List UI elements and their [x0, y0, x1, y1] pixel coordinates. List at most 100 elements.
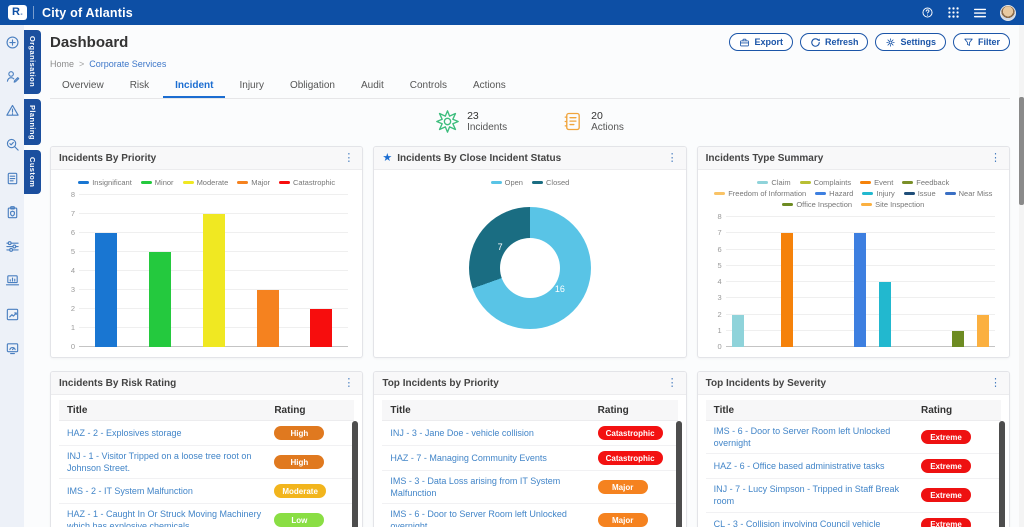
- legend-label: Closed: [546, 178, 569, 187]
- incident-link[interactable]: HAZ - 2 - Explosives storage: [67, 427, 274, 439]
- kebab-menu-icon[interactable]: ⋮: [667, 153, 678, 164]
- legend-swatch: [714, 192, 725, 195]
- trend-icon[interactable]: [5, 307, 20, 322]
- monitor-gauge-icon[interactable]: [5, 341, 20, 356]
- help-icon[interactable]: [921, 6, 934, 19]
- tab-incident[interactable]: Incident: [163, 77, 225, 98]
- incident-link[interactable]: INJ - 1 - Visitor Tripped on a loose tre…: [67, 450, 274, 474]
- table-row: CL - 3 - Collision involving Council veh…: [706, 513, 1001, 527]
- user-edit-icon[interactable]: [5, 69, 20, 84]
- rating-cell: Catastrophic: [598, 426, 670, 440]
- incident-link[interactable]: HAZ - 6 - Office based administrative ta…: [714, 460, 921, 472]
- table-scrollbar-thumb[interactable]: [999, 421, 1005, 527]
- incidents-burst-icon: [436, 110, 459, 133]
- kebab-menu-icon[interactable]: ⋮: [990, 153, 1001, 164]
- export-button[interactable]: Export: [729, 33, 793, 51]
- tab-actions[interactable]: Actions: [461, 77, 518, 98]
- star-icon[interactable]: ★: [382, 153, 392, 164]
- rating-cell: Extreme: [921, 430, 993, 444]
- tab-overview[interactable]: Overview: [50, 77, 116, 98]
- tab-risk[interactable]: Risk: [118, 77, 161, 98]
- bar-site-inspection: [977, 315, 989, 348]
- search-check-icon[interactable]: [5, 137, 20, 152]
- table-scrollbar-thumb[interactable]: [352, 421, 358, 527]
- incident-link[interactable]: IMS - 3 - Data Loss arising from IT Syst…: [390, 475, 597, 499]
- tab-obligation[interactable]: Obligation: [278, 77, 347, 98]
- tab-injury[interactable]: Injury: [227, 77, 275, 98]
- page-scrollbar-thumb[interactable]: [1019, 97, 1024, 205]
- filter-button[interactable]: Filter: [953, 33, 1010, 51]
- kebab-menu-icon[interactable]: ⋮: [343, 378, 354, 389]
- page-header: Dashboard ExportRefreshSettingsFilter: [50, 25, 1010, 53]
- kebab-menu-icon[interactable]: ⋮: [343, 153, 354, 164]
- table-rows: HAZ - 2 - Explosives storage HighINJ - 1…: [59, 421, 354, 527]
- bar-plot: 012345678: [726, 217, 995, 347]
- table-row: IMS - 6 - Door to Server Room left Unloc…: [706, 421, 1001, 454]
- legend-swatch: [904, 192, 915, 195]
- menu-icon[interactable]: [973, 7, 987, 19]
- sidebar-tab-planning[interactable]: Planning: [24, 99, 41, 145]
- chart-legend: Open Closed: [384, 176, 675, 187]
- incident-link[interactable]: IMS - 6 - Door to Server Room left Unloc…: [390, 508, 597, 527]
- breadcrumb-current[interactable]: Corporate Services: [89, 59, 166, 69]
- table-row: HAZ - 1 - Caught In Or Struck Moving Mac…: [59, 504, 354, 527]
- tables-row: Incidents By Risk Rating⋮Title RatingHAZ…: [50, 371, 1010, 527]
- legend-item: Insignificant: [78, 178, 132, 187]
- incident-link[interactable]: HAZ - 7 - Managing Community Events: [390, 452, 597, 464]
- table-scrollbar-thumb[interactable]: [676, 421, 682, 527]
- page-scrollbar: [1019, 25, 1024, 527]
- laptop-chart-icon[interactable]: [5, 273, 20, 288]
- sliders-icon[interactable]: [5, 239, 20, 254]
- bar-slot: [294, 195, 348, 347]
- table-card-header: Incidents By Risk Rating⋮: [51, 372, 362, 395]
- app-logo[interactable]: R.: [8, 5, 27, 20]
- breadcrumb-home[interactable]: Home: [50, 59, 74, 69]
- actions-note-icon: [562, 111, 583, 132]
- bar-slot: [726, 217, 750, 347]
- incident-link[interactable]: HAZ - 1 - Caught In Or Struck Moving Mac…: [67, 508, 274, 527]
- avatar[interactable]: [1000, 5, 1016, 21]
- legend-label: Near Miss: [959, 189, 993, 198]
- warning-icon[interactable]: [5, 103, 20, 118]
- settings-button[interactable]: Settings: [875, 33, 946, 51]
- incident-link[interactable]: IMS - 6 - Door to Server Room left Unloc…: [714, 425, 921, 449]
- kebab-menu-icon[interactable]: ⋮: [667, 378, 678, 389]
- incident-link[interactable]: INJ - 3 - Jane Doe - vehicle collision: [390, 427, 597, 439]
- incident-link[interactable]: CL - 3 - Collision involving Council veh…: [714, 518, 921, 527]
- chart-card-header: Incidents By Priority⋮: [51, 147, 362, 170]
- legend-item: Closed: [532, 178, 569, 187]
- plus-circle-icon[interactable]: [5, 35, 20, 50]
- table-row: INJ - 7 - Lucy Simpson - Tripped in Staf…: [706, 479, 1001, 512]
- legend-swatch: [757, 181, 768, 184]
- bar-event: [781, 233, 793, 347]
- donut-wrap: 167: [384, 187, 675, 349]
- button-label: Refresh: [825, 37, 859, 47]
- tab-controls[interactable]: Controls: [398, 77, 459, 98]
- table-row: IMS - 2 - IT System Malfunction Moderate: [59, 479, 354, 504]
- y-axis-tick: 1: [65, 323, 75, 332]
- document-icon[interactable]: [5, 171, 20, 186]
- incident-link[interactable]: INJ - 7 - Lucy Simpson - Tripped in Staf…: [714, 483, 921, 507]
- clipboard-shield-icon[interactable]: [5, 205, 20, 220]
- tab-audit[interactable]: Audit: [349, 77, 396, 98]
- divider: [33, 6, 34, 19]
- legend-label: Hazard: [829, 189, 853, 198]
- sidebar-tab-custom[interactable]: Custom: [24, 150, 41, 194]
- column-header-title: Title: [714, 405, 921, 416]
- legend-swatch: [902, 181, 913, 184]
- main-area: Dashboard ExportRefreshSettingsFilter Ho…: [41, 25, 1024, 527]
- incident-link[interactable]: IMS - 2 - IT System Malfunction: [67, 485, 274, 497]
- column-header-title: Title: [67, 405, 274, 416]
- icon-rail: [0, 25, 24, 527]
- bars: [726, 217, 995, 347]
- sidebar-tab-organisation[interactable]: Organisation: [24, 30, 41, 94]
- kebab-menu-icon[interactable]: ⋮: [990, 378, 1001, 389]
- legend-item: Catastrophic: [279, 178, 335, 187]
- refresh-button[interactable]: Refresh: [800, 33, 869, 51]
- legend-item: Hazard: [815, 189, 853, 198]
- button-label: Export: [754, 37, 783, 47]
- kpi-value: 20: [591, 110, 624, 122]
- apps-grid-icon[interactable]: [947, 6, 960, 19]
- table-rows: IMS - 6 - Door to Server Room left Unloc…: [706, 421, 1001, 527]
- y-axis-tick: 4: [712, 277, 722, 286]
